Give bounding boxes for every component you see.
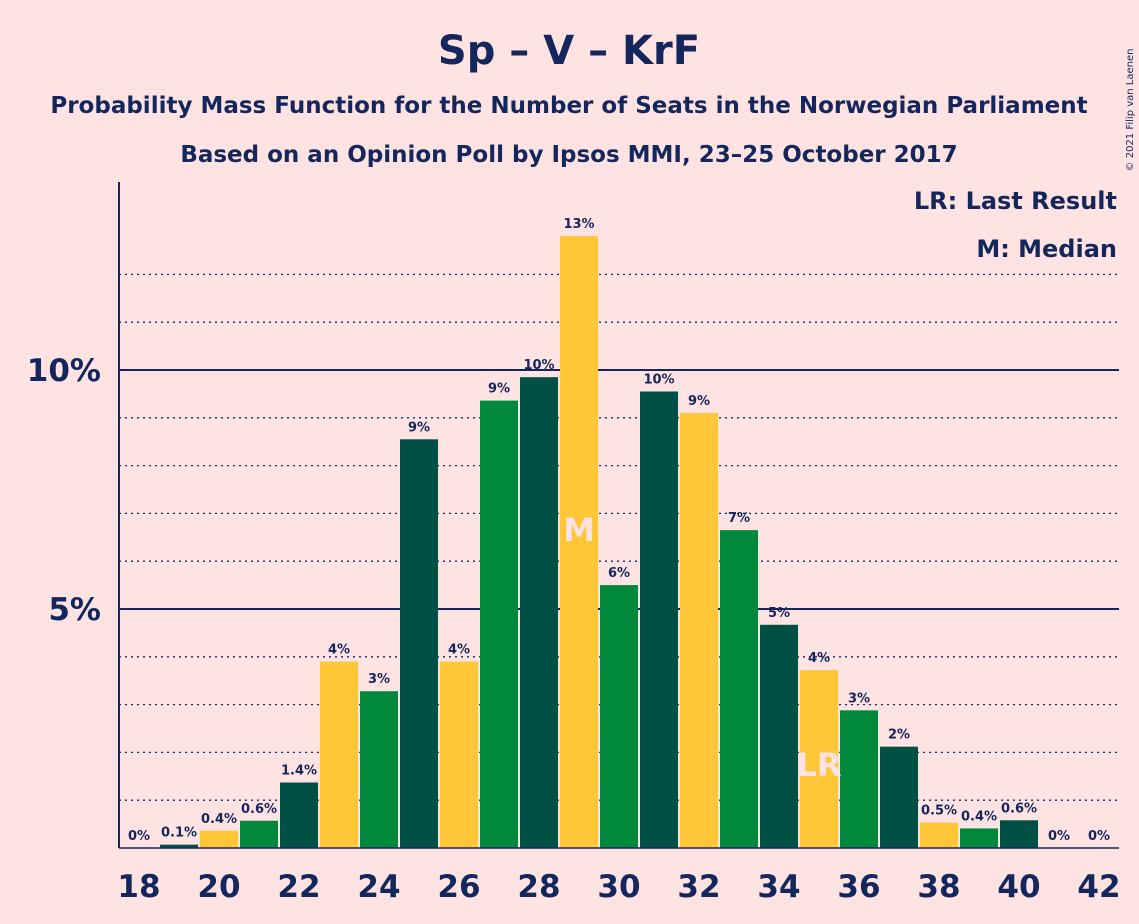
bar-seat-35 [800, 670, 838, 848]
y-axis-ticks: 5% 10% [27, 353, 101, 628]
data-label-seat-26: 4% [448, 643, 470, 658]
x-tick-label: 26 [437, 869, 480, 905]
x-tick-label: 22 [277, 869, 320, 905]
chart-subtitle: Probability Mass Function for the Number… [50, 93, 1087, 119]
data-label-seat-28: 10% [523, 358, 554, 373]
data-label-seat-27: 9% [488, 382, 510, 397]
chart-subtitle-source: Based on an Opinion Poll by Ipsos MMI, 2… [180, 142, 957, 168]
data-labels: 0% 0.1% 0.4% 0.6% 1.4% 4% 3% 9% 4% 9% 10% 13% 6% 10% 9… [128, 217, 1110, 844]
data-label-seat-23: 4% [328, 643, 350, 658]
data-label-seat-22: 1.4% [281, 764, 317, 779]
x-tick-label: 32 [677, 869, 720, 905]
chart-title: Sp – V – KrF [438, 28, 700, 74]
data-label-seat-18: 0% [128, 829, 150, 844]
bar-seat-39 [960, 828, 998, 848]
data-label-seat-40: 0.6% [1001, 801, 1037, 816]
bars [160, 236, 1038, 848]
x-axis-ticks: 18 20 22 24 26 28 30 32 34 36 38 40 42 [117, 869, 1120, 905]
bar-seat-21 [240, 820, 278, 848]
bar-seat-29 [560, 236, 598, 848]
bar-seat-37 [880, 746, 918, 848]
x-tick-label: 28 [517, 869, 560, 905]
bar-seat-31 [640, 391, 678, 848]
bar-seat-33 [720, 530, 758, 848]
x-tick-label: 40 [997, 869, 1040, 905]
bar-seat-36 [840, 710, 878, 848]
bar-seat-24 [360, 691, 398, 848]
data-label-seat-33: 7% [728, 511, 750, 526]
bar-seat-40 [1000, 820, 1038, 848]
data-label-seat-37: 2% [888, 728, 910, 743]
x-tick-label: 36 [837, 869, 880, 905]
data-label-seat-21: 0.6% [241, 802, 277, 817]
legend-median: M: Median [976, 235, 1117, 263]
y-tick-label: 10% [27, 353, 101, 389]
data-label-seat-42: 0% [1088, 829, 1110, 844]
data-label-seat-38: 0.5% [921, 804, 957, 819]
data-label-seat-30: 6% [608, 566, 630, 581]
bar-seat-34 [760, 624, 798, 848]
bar-markers: M LR [563, 511, 841, 784]
bar-seat-28 [520, 377, 558, 848]
data-label-seat-36: 3% [848, 691, 870, 706]
bar-seat-23 [320, 661, 358, 848]
last-result-marker: LR [796, 746, 841, 784]
bar-seat-32 [680, 413, 718, 848]
bar-seat-19 [160, 844, 198, 848]
y-tick-label: 5% [48, 592, 101, 628]
x-tick-label: 38 [917, 869, 960, 905]
copyright-notice: © 2021 Filip van Laenen [1125, 49, 1136, 172]
data-label-seat-24: 3% [368, 672, 390, 687]
bar-seat-25 [400, 439, 438, 848]
bar-seat-26 [440, 661, 478, 848]
legend-last-result: LR: Last Result [914, 187, 1117, 215]
data-label-seat-41: 0% [1048, 829, 1070, 844]
bar-seat-30 [600, 585, 638, 848]
data-label-seat-19: 0.1% [161, 826, 197, 841]
bar-seat-38 [920, 822, 958, 848]
median-marker: M [563, 511, 595, 549]
bar-seat-20 [200, 830, 238, 848]
data-label-seat-25: 9% [408, 420, 430, 435]
x-tick-label: 18 [117, 869, 160, 905]
data-label-seat-29: 13% [563, 217, 594, 232]
data-label-seat-39: 0.4% [961, 809, 997, 824]
x-tick-label: 24 [357, 869, 400, 905]
bar-seat-22 [280, 782, 318, 848]
x-tick-label: 42 [1077, 869, 1120, 905]
data-label-seat-32: 9% [688, 394, 710, 409]
x-tick-label: 20 [197, 869, 240, 905]
bar-seat-27 [480, 400, 518, 848]
x-tick-label: 30 [597, 869, 640, 905]
data-label-seat-31: 10% [643, 373, 674, 388]
x-tick-label: 34 [757, 869, 800, 905]
data-label-seat-34: 5% [768, 606, 790, 621]
data-label-seat-35: 4% [808, 651, 830, 666]
data-label-seat-20: 0.4% [201, 812, 237, 827]
